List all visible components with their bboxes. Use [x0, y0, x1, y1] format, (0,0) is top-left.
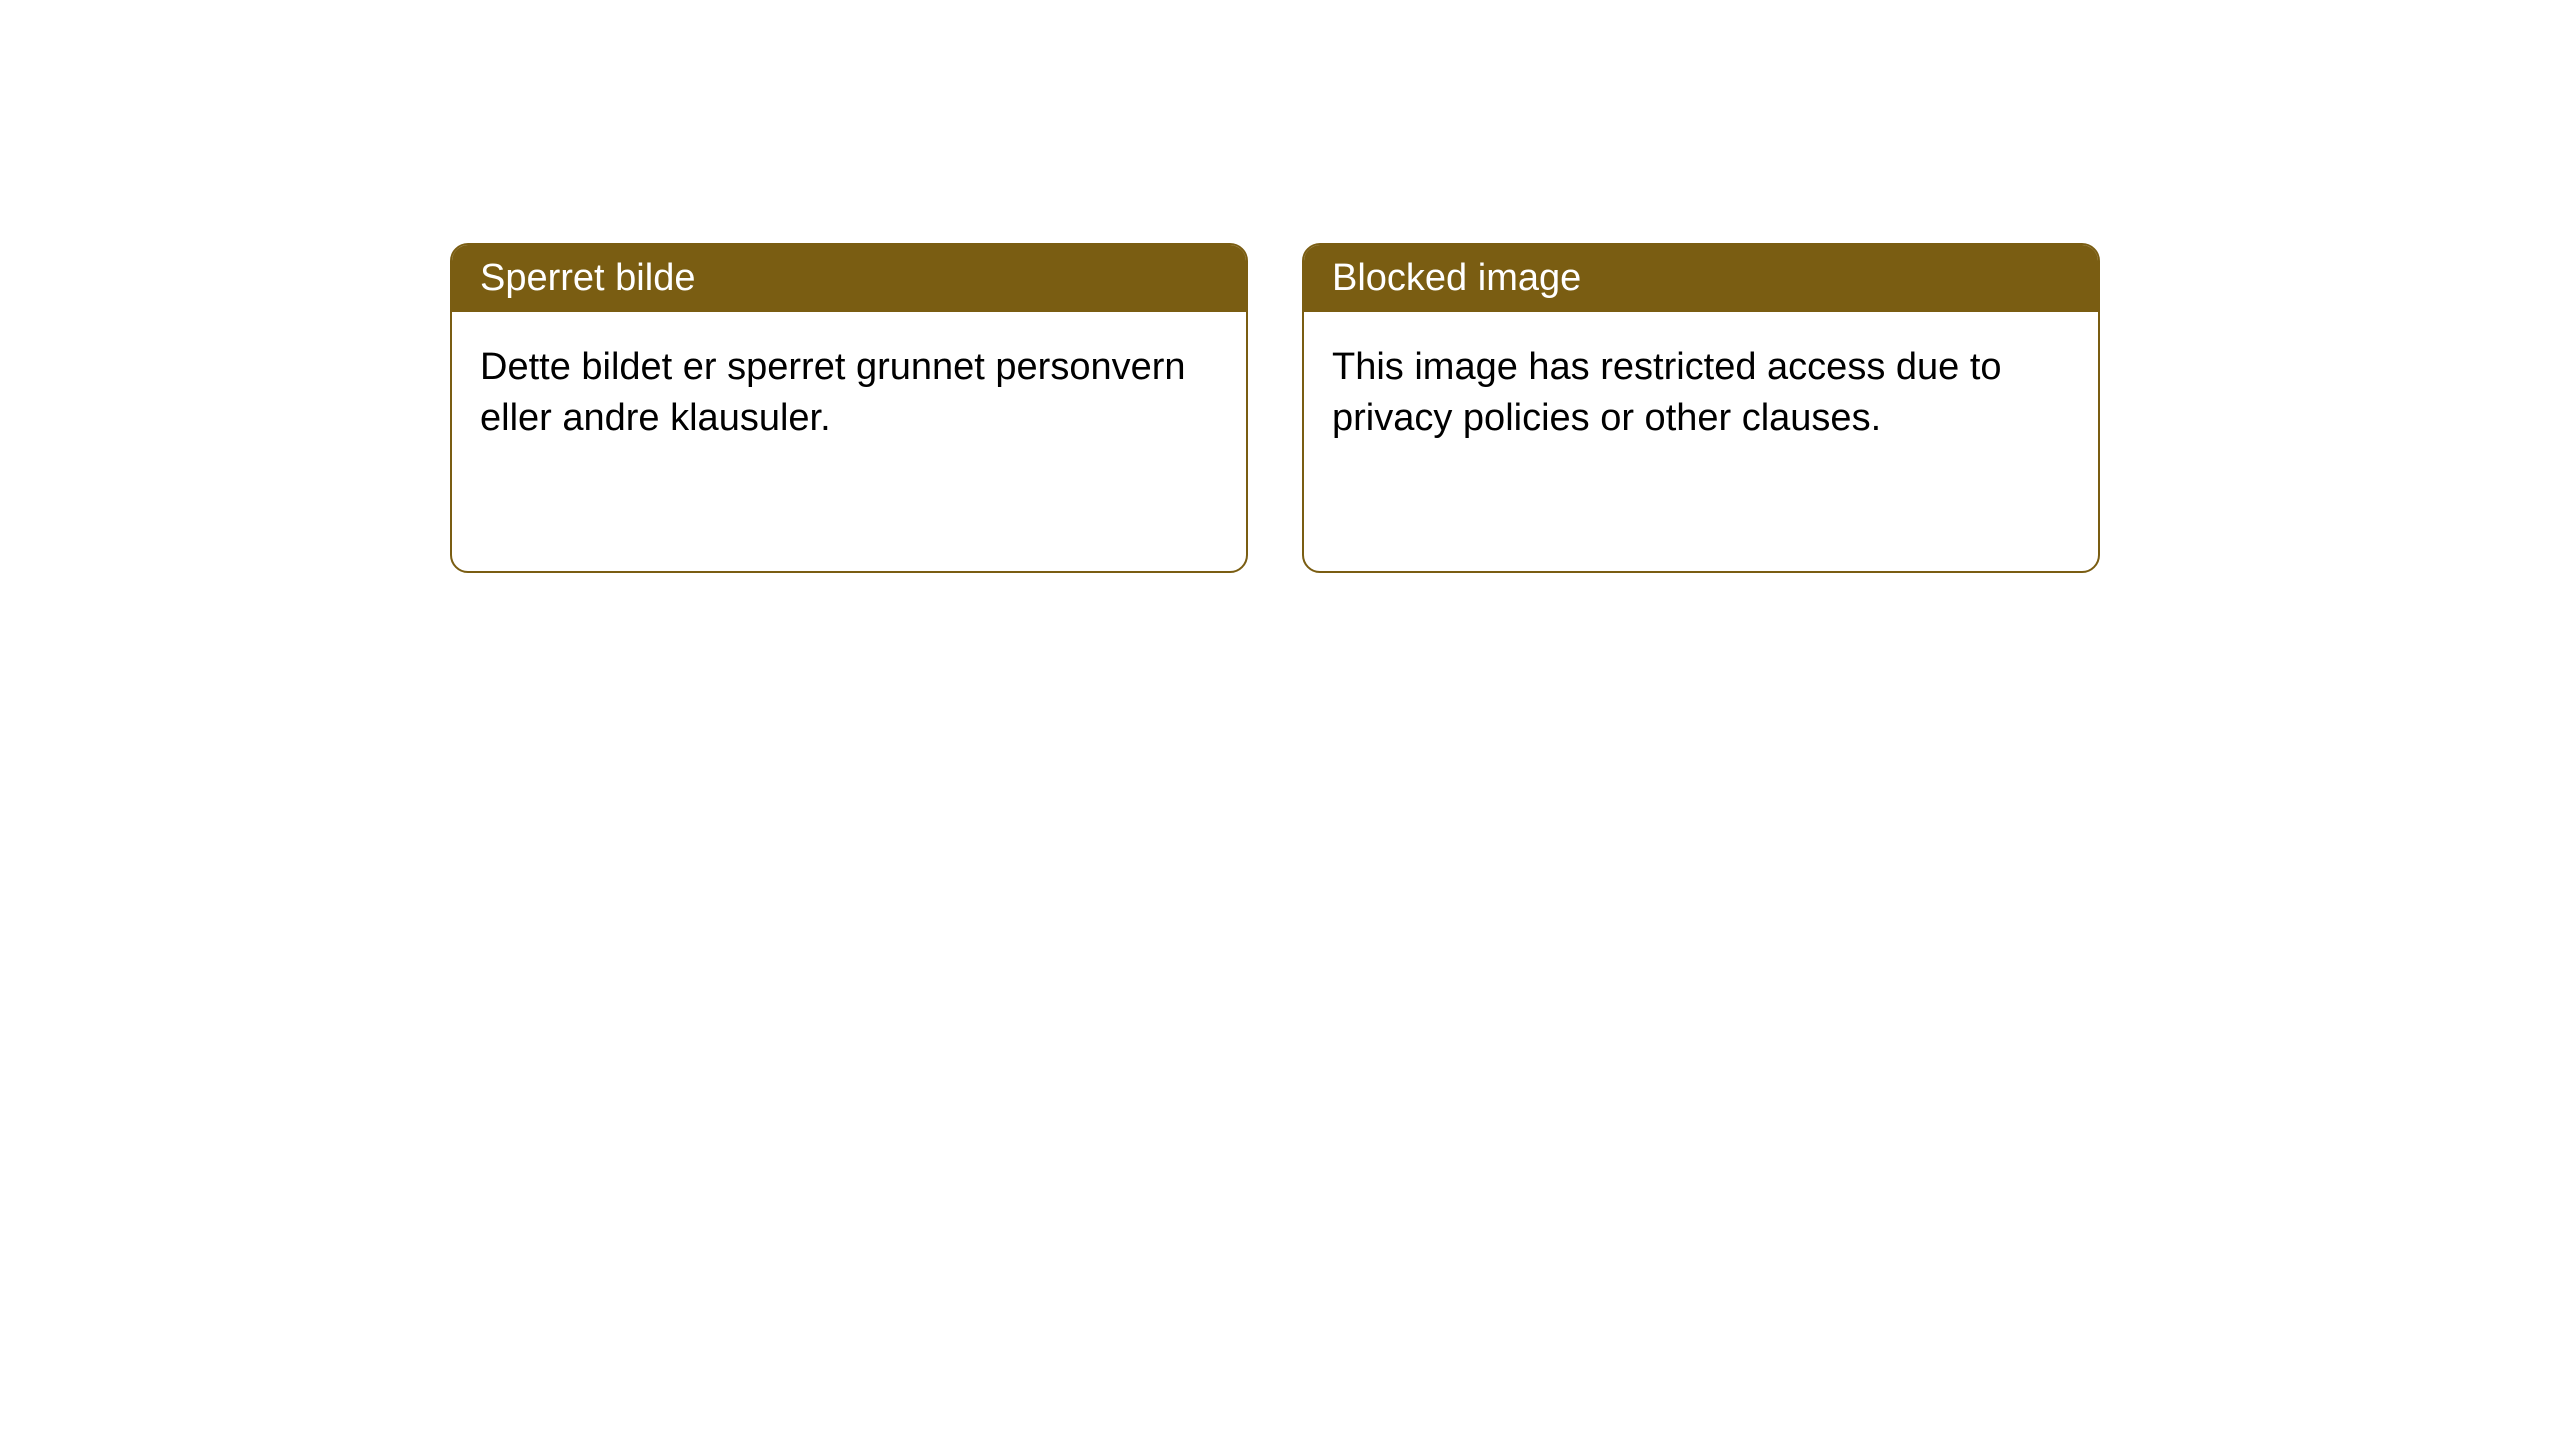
- notice-container: Sperret bilde Dette bildet er sperret gr…: [450, 243, 2100, 573]
- notice-card-english: Blocked image This image has restricted …: [1302, 243, 2100, 573]
- notice-title-norwegian: Sperret bilde: [480, 257, 695, 299]
- notice-body-norwegian: Dette bildet er sperret grunnet personve…: [452, 312, 1246, 475]
- notice-text-english: This image has restricted access due to …: [1332, 346, 2002, 439]
- notice-header-english: Blocked image: [1304, 245, 2098, 312]
- notice-text-norwegian: Dette bildet er sperret grunnet personve…: [480, 346, 1186, 439]
- notice-card-norwegian: Sperret bilde Dette bildet er sperret gr…: [450, 243, 1248, 573]
- notice-title-english: Blocked image: [1332, 257, 1581, 299]
- notice-header-norwegian: Sperret bilde: [452, 245, 1246, 312]
- notice-body-english: This image has restricted access due to …: [1304, 312, 2098, 475]
